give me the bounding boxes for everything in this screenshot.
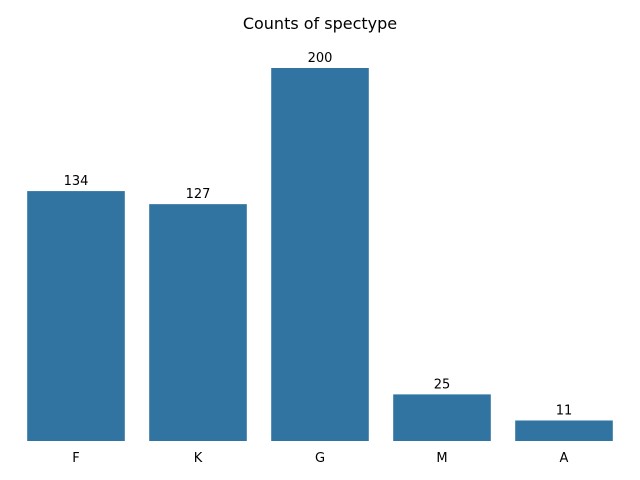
x-tick-label-M: M <box>436 451 447 466</box>
x-tick-label-F: F <box>72 451 79 466</box>
data-label-F: 134 <box>64 174 89 189</box>
data-label-A: 11 <box>556 403 573 418</box>
x-tick-label-G: G <box>315 451 325 466</box>
bar-M <box>393 394 491 442</box>
chart-title: Counts of spectype <box>243 14 397 33</box>
data-label-G: 200 <box>308 51 333 66</box>
bar-G <box>271 68 369 441</box>
bars-layer <box>27 68 613 442</box>
x-tick-label-A: A <box>560 451 569 466</box>
x-tick-label-K: K <box>194 451 203 466</box>
bar-F <box>27 191 125 441</box>
bar-K <box>149 204 247 441</box>
data-labels-layer: 134 127 200 25 11 <box>64 51 573 418</box>
data-label-K: 127 <box>186 187 211 202</box>
bar-A <box>515 420 613 442</box>
data-label-M: 25 <box>434 377 451 392</box>
